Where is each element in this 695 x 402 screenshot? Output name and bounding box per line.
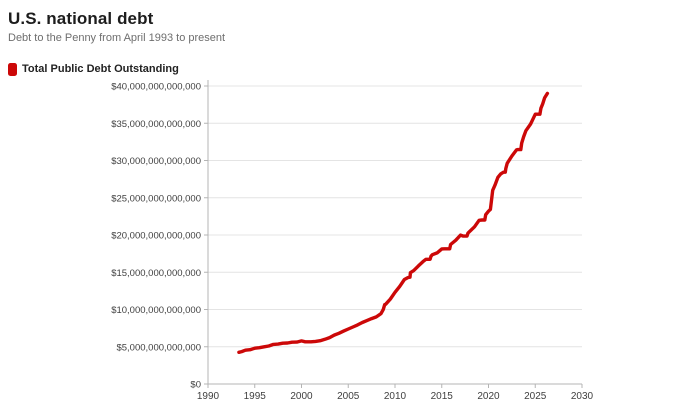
x-tick-label: 2000	[290, 391, 313, 402]
x-tick-label: 2030	[571, 391, 594, 402]
y-tick-label: $5,000,000,000,000	[116, 342, 201, 353]
y-tick-label: $15,000,000,000,000	[111, 268, 201, 279]
x-tick-label: 2020	[477, 391, 500, 402]
chart-title: U.S. national debt	[8, 9, 154, 28]
y-tick-label: $30,000,000,000,000	[111, 156, 201, 167]
y-tick-label: $40,000,000,000,000	[111, 82, 201, 93]
y-tick-label: $35,000,000,000,000	[111, 119, 201, 130]
y-tick-label: $0	[190, 380, 201, 391]
x-tick-label: 2010	[384, 391, 407, 402]
x-tick-label: 2015	[431, 391, 454, 402]
x-tick-label: 1990	[197, 391, 220, 402]
chart-header: U.S. national debt Debt to the Penny fro…	[8, 9, 225, 45]
x-tick-label: 2005	[337, 391, 360, 402]
legend-label: Total Public Debt Outstanding	[22, 63, 179, 75]
debt-chart-svg: $0 $5,000,000,000,000 $10,000,000,000,000 $…	[111, 80, 594, 402]
legend-swatch-icon	[8, 62, 17, 76]
y-tick-label: $20,000,000,000,000	[111, 231, 201, 242]
y-tick-label: $25,000,000,000,000	[111, 193, 201, 204]
x-tick-label: 1995	[244, 391, 267, 402]
x-tick-label: 2025	[524, 391, 547, 402]
legend: Total Public Debt Outstanding	[8, 62, 179, 76]
debt-line	[237, 91, 550, 354]
chart-subtitle: Debt to the Penny from April 1993 to pre…	[8, 32, 226, 44]
y-tick-label: $10,000,000,000,000	[111, 305, 201, 316]
